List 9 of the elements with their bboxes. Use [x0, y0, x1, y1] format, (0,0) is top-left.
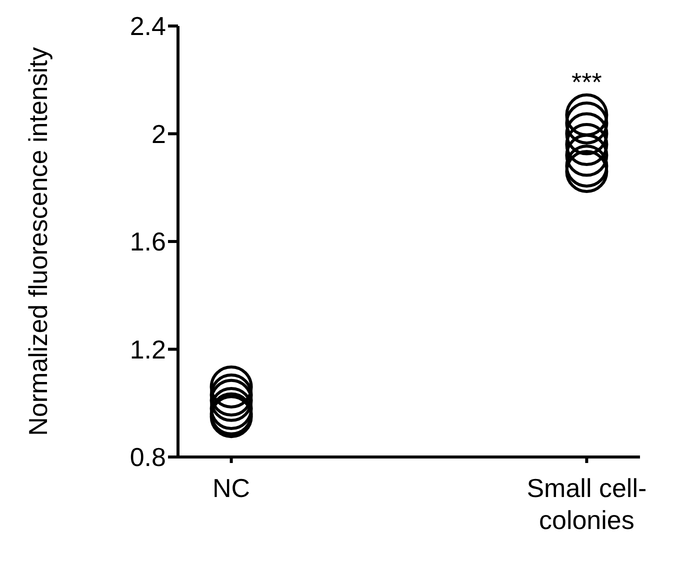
x-tick-label: Small cell-colonies [526, 473, 647, 535]
y-axis-title: Normalized fluorescence intensity [23, 47, 54, 436]
x-tick-label: NC [212, 473, 250, 503]
y-tick-label: 1.6 [130, 226, 166, 257]
y-tick-label: 1.2 [130, 334, 166, 364]
y-tick-label: 0.8 [130, 442, 166, 472]
y-tick-label: 2.4 [130, 11, 166, 42]
y-tick-label: 2 [152, 118, 166, 149]
annotation: *** [572, 66, 602, 97]
